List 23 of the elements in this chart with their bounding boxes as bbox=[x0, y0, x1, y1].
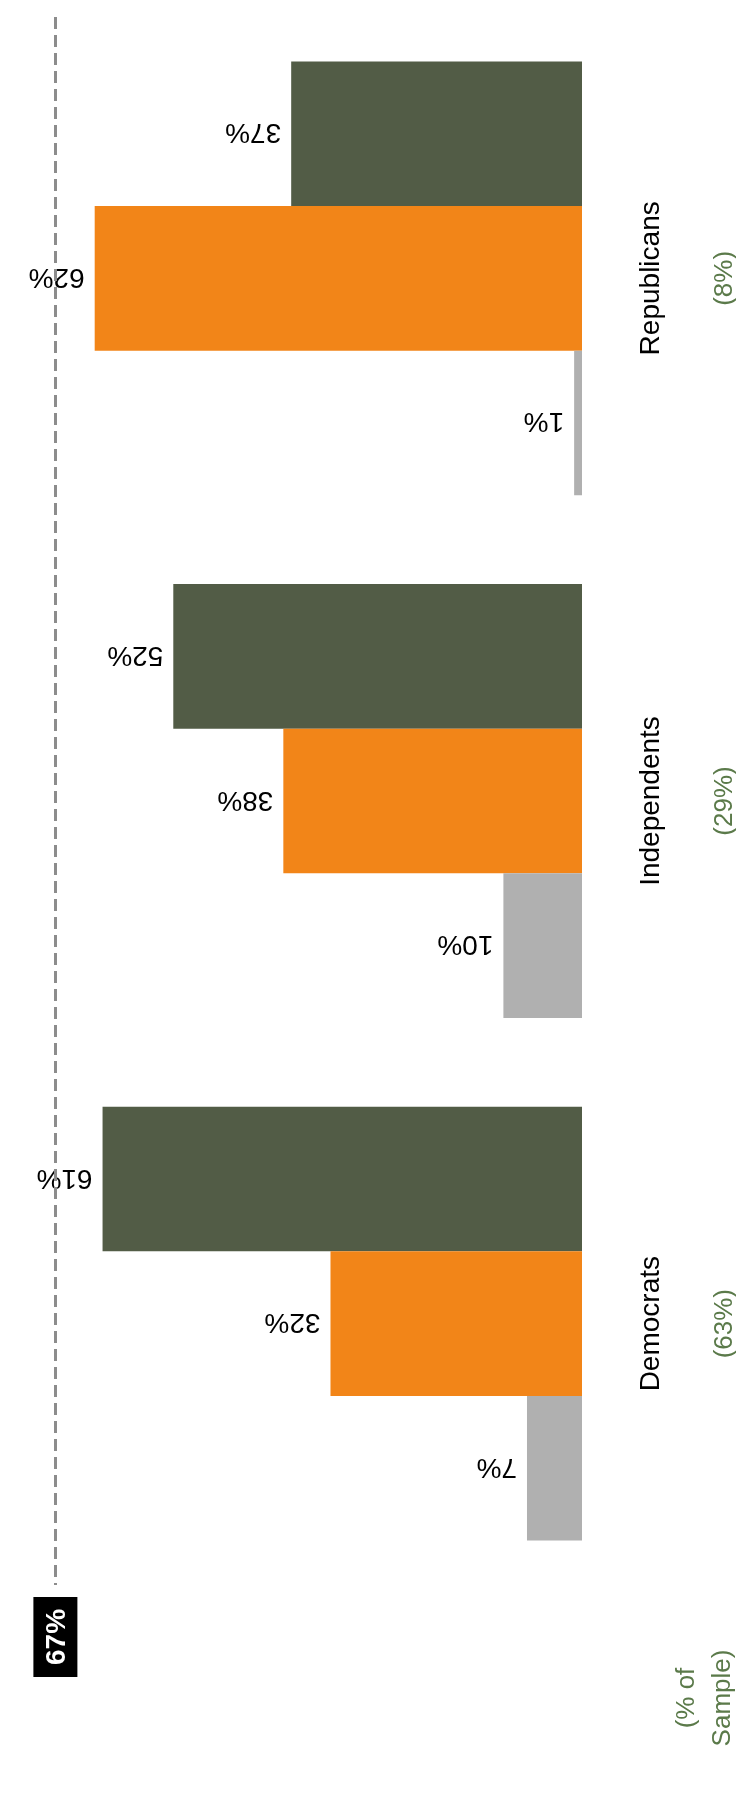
data-label: 62% bbox=[28, 262, 85, 294]
bar bbox=[574, 350, 582, 496]
bar bbox=[291, 61, 582, 207]
data-label: 52% bbox=[107, 640, 164, 672]
data-label: 61% bbox=[36, 1163, 93, 1195]
bar bbox=[283, 728, 582, 874]
y-tick-label: Republicans bbox=[633, 201, 665, 356]
data-label: 38% bbox=[217, 785, 274, 817]
y-tick-label: Independents bbox=[633, 716, 665, 886]
y-tick-label: Democrats bbox=[633, 1255, 665, 1392]
bar bbox=[526, 1395, 582, 1541]
data-label: 1% bbox=[523, 407, 565, 439]
ref-line-label: 67% bbox=[39, 1608, 71, 1666]
data-label: 32% bbox=[264, 1308, 321, 1340]
bar bbox=[173, 584, 582, 729]
text: (% of Sample) bbox=[670, 1649, 736, 1747]
bar bbox=[94, 206, 582, 351]
data-label: 7% bbox=[476, 1452, 517, 1484]
data-label: 10% bbox=[437, 930, 494, 962]
bar bbox=[102, 1106, 582, 1252]
bar bbox=[330, 1251, 582, 1396]
data-label: 37% bbox=[225, 118, 282, 150]
bar bbox=[503, 873, 582, 1018]
